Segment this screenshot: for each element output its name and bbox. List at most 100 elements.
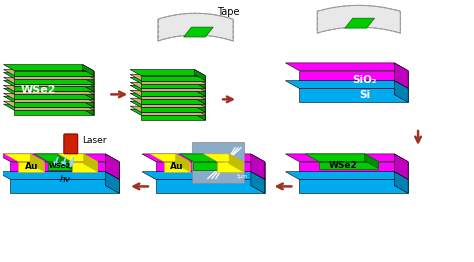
Polygon shape xyxy=(58,154,98,162)
Polygon shape xyxy=(34,154,72,162)
Polygon shape xyxy=(130,98,205,104)
Polygon shape xyxy=(105,172,119,193)
Text: Laser: Laser xyxy=(82,137,106,145)
Polygon shape xyxy=(10,162,119,179)
Polygon shape xyxy=(319,162,378,169)
Polygon shape xyxy=(82,85,93,94)
Polygon shape xyxy=(194,85,205,96)
Polygon shape xyxy=(141,99,205,104)
Text: Tape: Tape xyxy=(217,7,239,17)
Polygon shape xyxy=(130,101,205,107)
Polygon shape xyxy=(394,154,408,179)
Polygon shape xyxy=(176,154,190,172)
Polygon shape xyxy=(3,96,93,102)
Polygon shape xyxy=(130,93,205,99)
Polygon shape xyxy=(141,115,205,120)
Polygon shape xyxy=(141,91,205,96)
Polygon shape xyxy=(141,84,205,89)
Polygon shape xyxy=(82,104,93,115)
Polygon shape xyxy=(365,154,378,169)
Text: WSe2: WSe2 xyxy=(328,161,357,170)
Polygon shape xyxy=(194,82,205,91)
Polygon shape xyxy=(183,27,213,37)
Polygon shape xyxy=(14,76,93,79)
Polygon shape xyxy=(203,154,243,162)
Text: WSe2: WSe2 xyxy=(20,85,56,95)
Polygon shape xyxy=(305,154,378,162)
Polygon shape xyxy=(130,77,205,84)
Polygon shape xyxy=(130,85,205,91)
Polygon shape xyxy=(180,154,217,162)
Polygon shape xyxy=(82,96,93,107)
Polygon shape xyxy=(3,101,93,107)
Polygon shape xyxy=(285,172,408,179)
Polygon shape xyxy=(194,90,205,99)
Polygon shape xyxy=(285,63,408,71)
Polygon shape xyxy=(251,154,264,179)
Polygon shape xyxy=(14,71,93,76)
Bar xyxy=(192,142,244,183)
Polygon shape xyxy=(14,94,93,99)
Text: WSe2: WSe2 xyxy=(49,163,71,169)
Text: SiO₂: SiO₂ xyxy=(353,75,377,85)
Polygon shape xyxy=(194,69,205,80)
Polygon shape xyxy=(317,5,400,33)
Polygon shape xyxy=(3,85,93,91)
Polygon shape xyxy=(14,110,93,115)
Polygon shape xyxy=(18,162,44,172)
Text: 5μm: 5μm xyxy=(236,173,247,178)
Polygon shape xyxy=(3,77,93,84)
Polygon shape xyxy=(130,106,205,112)
Polygon shape xyxy=(14,102,93,107)
Polygon shape xyxy=(4,154,44,162)
Polygon shape xyxy=(3,73,93,79)
Polygon shape xyxy=(141,104,205,107)
Polygon shape xyxy=(3,93,93,99)
Polygon shape xyxy=(14,91,93,94)
Polygon shape xyxy=(48,162,72,170)
Polygon shape xyxy=(82,101,93,110)
Polygon shape xyxy=(130,109,205,115)
Polygon shape xyxy=(14,107,93,110)
Polygon shape xyxy=(285,81,408,89)
Polygon shape xyxy=(194,93,205,104)
Polygon shape xyxy=(194,109,205,120)
Polygon shape xyxy=(82,88,93,99)
Polygon shape xyxy=(285,154,408,162)
Polygon shape xyxy=(30,154,44,172)
Polygon shape xyxy=(300,162,408,179)
Polygon shape xyxy=(14,84,93,86)
Polygon shape xyxy=(14,99,93,102)
Polygon shape xyxy=(150,154,190,162)
Text: hv: hv xyxy=(59,174,71,184)
Polygon shape xyxy=(82,77,93,86)
Polygon shape xyxy=(3,88,93,94)
Polygon shape xyxy=(130,82,205,89)
Polygon shape xyxy=(142,172,264,179)
Polygon shape xyxy=(194,98,205,107)
Polygon shape xyxy=(142,154,264,162)
Polygon shape xyxy=(194,101,205,112)
Polygon shape xyxy=(0,172,119,179)
Polygon shape xyxy=(251,172,264,193)
Polygon shape xyxy=(194,106,205,115)
Polygon shape xyxy=(82,64,93,76)
Polygon shape xyxy=(72,162,98,172)
Polygon shape xyxy=(14,86,93,91)
Polygon shape xyxy=(394,63,408,89)
Text: Au: Au xyxy=(25,162,38,171)
Polygon shape xyxy=(105,154,119,179)
Polygon shape xyxy=(156,162,264,179)
Polygon shape xyxy=(156,179,264,193)
Polygon shape xyxy=(229,154,243,172)
Polygon shape xyxy=(194,77,205,89)
Polygon shape xyxy=(82,73,93,84)
Polygon shape xyxy=(14,79,93,84)
Polygon shape xyxy=(3,64,93,71)
Polygon shape xyxy=(345,18,374,28)
Polygon shape xyxy=(58,154,72,170)
Polygon shape xyxy=(3,69,93,76)
Text: Si: Si xyxy=(359,90,370,100)
Polygon shape xyxy=(141,76,205,80)
Polygon shape xyxy=(141,89,205,91)
